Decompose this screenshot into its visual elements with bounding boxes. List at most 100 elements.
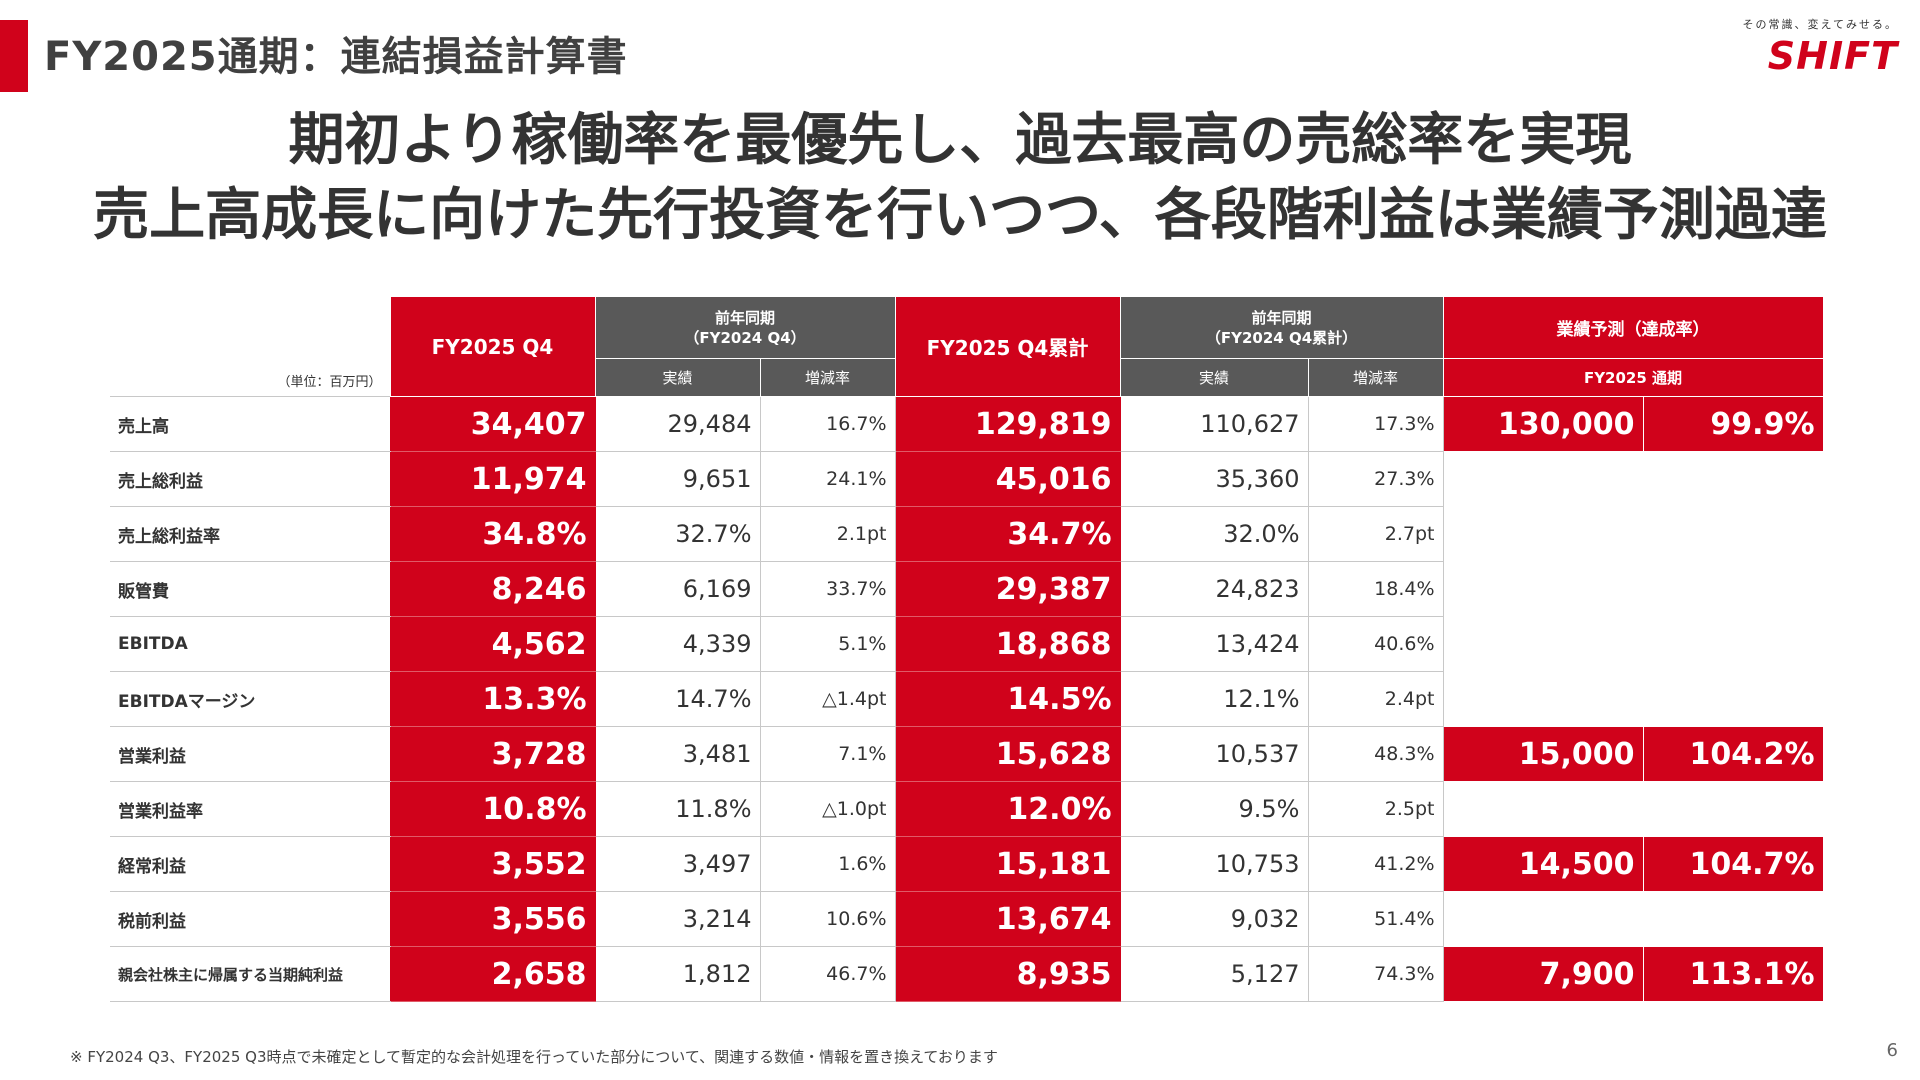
title-accent-bar: [0, 20, 28, 92]
cumulative-value: 14.5%: [894, 671, 1121, 727]
cumulative-value: 13,674: [894, 891, 1121, 947]
prev-cumulative-value: 9,032: [1119, 891, 1309, 947]
forecast-value: 130,000: [1442, 396, 1644, 452]
q4-change-rate: 5.1%: [759, 616, 896, 672]
cumulative-change-rate: 27.3%: [1307, 451, 1444, 507]
header-prev-cumulative: 前年同期 （FY2024 Q4累計）: [1119, 296, 1444, 359]
achievement-empty: [1643, 561, 1823, 617]
q4-value: 34.8%: [389, 506, 596, 562]
achievement-rate: 104.7%: [1642, 836, 1824, 892]
prev-cumulative-value: 110,627: [1119, 396, 1309, 452]
table-row: 親会社株主に帰属する当期純利益 2,658 1,812 46.7% 8,935 5,127…: [110, 946, 1824, 1002]
q4-change-rate: 24.1%: [759, 451, 896, 507]
income-statement-table: （単位：百万円） FY2025 Q4 前年同期 （FY2024 Q4） FY20…: [110, 296, 1824, 1002]
table-row: 経常利益 3,552 3,497 1.6% 15,181 10,753 41.2% 14,50…: [110, 836, 1824, 892]
achievement-empty: [1643, 506, 1823, 562]
footnote: ※ FY2024 Q3、FY2025 Q3時点で未確定として暫定的な会計処理を行…: [70, 1048, 998, 1066]
table-row: 売上総利益 11,974 9,651 24.1% 45,016 35,360 27.3%: [110, 451, 1823, 507]
cumulative-change-rate: 2.7pt: [1307, 506, 1444, 562]
q4-change-rate: 33.7%: [759, 561, 896, 617]
table-row: 販管費 8,246 6,169 33.7% 29,387 24,823 18.4%: [110, 561, 1823, 617]
prev-cumulative-value: 9.5%: [1119, 781, 1309, 837]
prev-q4-value: 1,812: [594, 946, 761, 1002]
header-fy2025-q4-cumulative: FY2025 Q4累計: [894, 296, 1121, 397]
row-label: EBITDA: [110, 616, 390, 672]
achievement-empty: [1643, 616, 1823, 672]
forecast-empty: [1443, 506, 1643, 562]
achievement-rate: 113.1%: [1642, 946, 1824, 1002]
achievement-rate: 99.9%: [1642, 396, 1824, 452]
q4-change-rate: 46.7%: [759, 946, 896, 1002]
header-prev-q4-line2: （FY2024 Q4）: [684, 328, 806, 347]
achievement-rate: 104.2%: [1642, 726, 1824, 782]
row-label: 税前利益: [110, 891, 390, 947]
achievement-empty: [1643, 891, 1823, 947]
header-cum-change: 増減率: [1307, 358, 1444, 397]
row-label: 営業利益: [110, 726, 390, 782]
cumulative-value: 15,628: [894, 726, 1121, 782]
table-row: 税前利益 3,556 3,214 10.6% 13,674 9,032 51.4%: [110, 891, 1823, 947]
table-row: 売上高 34,407 29,484 16.7% 129,819 110,627 17.3% 1…: [110, 396, 1824, 452]
forecast-empty: [1443, 671, 1643, 727]
q4-change-rate: 2.1pt: [759, 506, 896, 562]
header-q4-change: 増減率: [759, 358, 896, 397]
prev-cumulative-value: 10,537: [1119, 726, 1309, 782]
q4-change-rate: 10.6%: [759, 891, 896, 947]
q4-change-rate: △1.0pt: [759, 781, 896, 837]
cumulative-value: 12.0%: [894, 781, 1121, 837]
cumulative-value: 15,181: [894, 836, 1121, 892]
row-label: 経常利益: [110, 836, 390, 892]
q4-change-rate: 16.7%: [759, 396, 896, 452]
prev-q4-value: 14.7%: [594, 671, 761, 727]
forecast-value: 14,500: [1442, 836, 1644, 892]
q4-value: 8,246: [389, 561, 596, 617]
forecast-value: 7,900: [1442, 946, 1644, 1002]
page-number: 6: [1886, 1040, 1898, 1061]
row-label: 親会社株主に帰属する当期純利益: [110, 946, 390, 1002]
row-label: 販管費: [110, 561, 390, 617]
prev-q4-value: 32.7%: [594, 506, 761, 562]
q4-value: 3,556: [389, 891, 596, 947]
q4-change-rate: 7.1%: [759, 726, 896, 782]
headline-line-1: 期初より稼働率を最優先し、過去最高の売総率を実現: [288, 108, 1632, 173]
logo-wordmark: SHIFT: [1767, 34, 1898, 78]
forecast-empty: [1443, 561, 1643, 617]
prev-q4-value: 4,339: [594, 616, 761, 672]
cumulative-change-rate: 74.3%: [1307, 946, 1444, 1002]
header-forecast: 業績予測（達成率）: [1442, 296, 1824, 359]
header-q4-actual: 実績: [594, 358, 761, 397]
cumulative-value: 34.7%: [894, 506, 1121, 562]
cumulative-change-rate: 40.6%: [1307, 616, 1444, 672]
table-row: 売上総利益率 34.8% 32.7% 2.1pt 34.7% 32.0% 2.7pt: [110, 506, 1823, 562]
achievement-empty: [1643, 781, 1823, 837]
prev-q4-value: 3,497: [594, 836, 761, 892]
cumulative-value: 29,387: [894, 561, 1121, 617]
q4-value: 11,974: [389, 451, 596, 507]
q4-value: 34,407: [389, 396, 596, 452]
achievement-empty: [1643, 671, 1823, 727]
prev-q4-value: 6,169: [594, 561, 761, 617]
prev-cumulative-value: 5,127: [1119, 946, 1309, 1002]
table-row: 営業利益 3,728 3,481 7.1% 15,628 10,537 48.3% 15,00…: [110, 726, 1824, 782]
headline-line-2: 売上高成長に向けた先行投資を行いつつ、各段階利益は業績予測過達: [93, 183, 1827, 248]
prev-cumulative-value: 35,360: [1119, 451, 1309, 507]
q4-value: 4,562: [389, 616, 596, 672]
header-prev-q4: 前年同期 （FY2024 Q4）: [594, 296, 896, 359]
prev-cumulative-value: 13,424: [1119, 616, 1309, 672]
cumulative-change-rate: 18.4%: [1307, 561, 1444, 617]
q4-change-rate: △1.4pt: [759, 671, 896, 727]
prev-q4-value: 11.8%: [594, 781, 761, 837]
prev-cumulative-value: 24,823: [1119, 561, 1309, 617]
header-cum-actual: 実績: [1119, 358, 1309, 397]
forecast-empty: [1443, 891, 1643, 947]
table-row: 営業利益率 10.8% 11.8% △1.0pt 12.0% 9.5% 2.5pt: [110, 781, 1823, 837]
header-prev-q4-line1: 前年同期: [714, 308, 775, 327]
row-label: 売上総利益: [110, 451, 390, 507]
q4-value: 3,728: [389, 726, 596, 782]
q4-value: 10.8%: [389, 781, 596, 837]
table-row: EBITDA 4,562 4,339 5.1% 18,868 13,424 40.6%: [110, 616, 1823, 672]
header-forecast-sub: FY2025 通期: [1442, 358, 1824, 397]
cumulative-change-rate: 48.3%: [1307, 726, 1444, 782]
table-row: EBITDAマージン 13.3% 14.7% △1.4pt 14.5% 12.1% 2.4p…: [110, 671, 1823, 727]
achievement-empty: [1643, 451, 1823, 507]
